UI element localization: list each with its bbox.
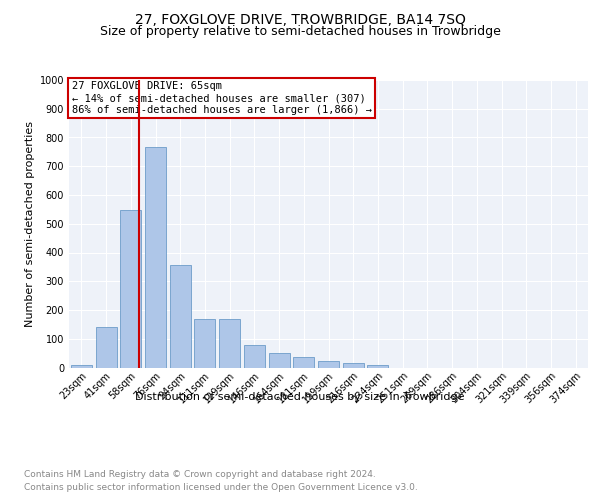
Text: Contains HM Land Registry data © Crown copyright and database right 2024.: Contains HM Land Registry data © Crown c…	[24, 470, 376, 479]
Text: 27, FOXGLOVE DRIVE, TROWBRIDGE, BA14 7SQ: 27, FOXGLOVE DRIVE, TROWBRIDGE, BA14 7SQ	[134, 12, 466, 26]
Bar	[367, 365, 388, 368]
Bar	[343, 363, 364, 368]
Y-axis label: Number of semi-detached properties: Number of semi-detached properties	[25, 120, 35, 327]
Bar	[293, 356, 314, 368]
Bar	[244, 344, 265, 368]
Bar	[145, 146, 166, 368]
Bar	[269, 352, 290, 368]
Text: 27 FOXGLOVE DRIVE: 65sqm
← 14% of semi-detached houses are smaller (307)
86% of : 27 FOXGLOVE DRIVE: 65sqm ← 14% of semi-d…	[71, 82, 371, 114]
Bar	[219, 319, 240, 368]
Text: Distribution of semi-detached houses by size in Trowbridge: Distribution of semi-detached houses by …	[135, 392, 465, 402]
Bar	[170, 264, 191, 368]
Bar	[120, 210, 141, 368]
Bar	[71, 364, 92, 368]
Text: Size of property relative to semi-detached houses in Trowbridge: Size of property relative to semi-detach…	[100, 25, 500, 38]
Text: Contains public sector information licensed under the Open Government Licence v3: Contains public sector information licen…	[24, 482, 418, 492]
Bar	[194, 319, 215, 368]
Bar	[318, 361, 339, 368]
Bar	[95, 327, 116, 368]
